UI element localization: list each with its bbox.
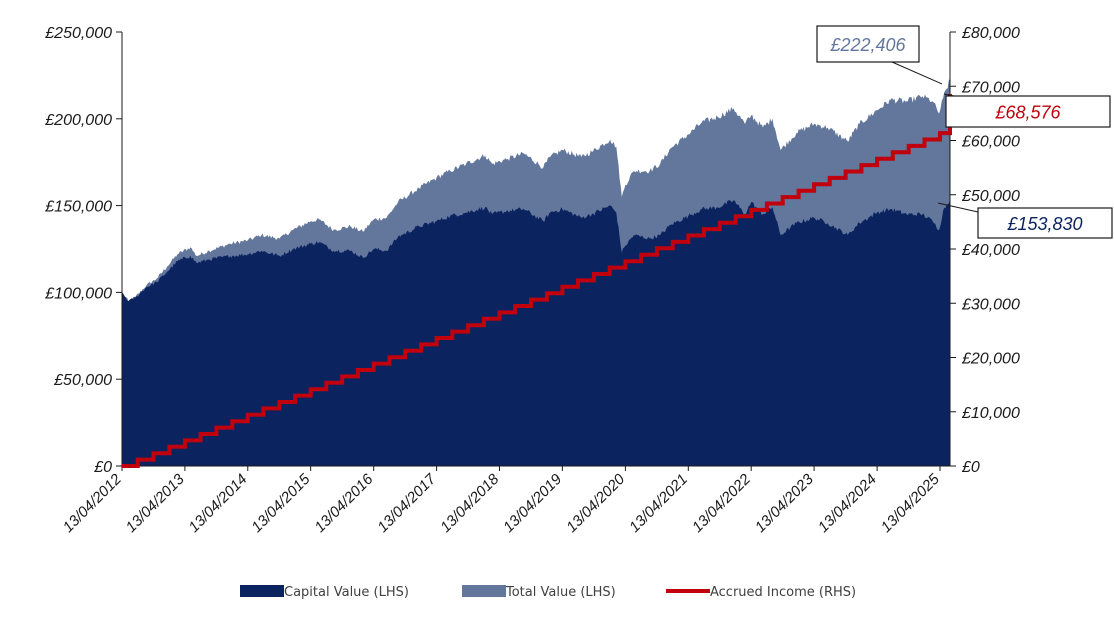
left-tick-label: £100,000	[44, 285, 112, 302]
right-tick-label: £60,000	[961, 134, 1020, 151]
right-tick-label: £70,000	[961, 79, 1020, 96]
right-tick-label: £80,000	[961, 25, 1020, 42]
legend-swatch	[462, 585, 506, 597]
area-layer	[122, 79, 950, 466]
x-tick-label: 13/04/2012	[60, 470, 126, 536]
x-tick-label: 13/04/2018	[437, 470, 503, 536]
x-tick-label: 13/04/2015	[248, 470, 314, 536]
callout-leader	[891, 61, 943, 85]
x-tick-label: 13/04/2025	[878, 470, 944, 536]
line-layer	[122, 94, 952, 468]
x-tick-label: 13/04/2017	[374, 470, 440, 536]
left-tick-label: £200,000	[44, 112, 112, 129]
right-tick-label: £30,000	[961, 296, 1020, 313]
x-tick-label: 13/04/2021	[626, 471, 691, 536]
x-tick-label: 13/04/2023	[752, 470, 818, 536]
legend-label: Total Value (LHS)	[505, 585, 616, 600]
legend-label: Capital Value (LHS)	[284, 585, 409, 600]
capital-value-area	[122, 199, 950, 466]
legend-swatch	[240, 585, 284, 597]
left-tick-label: £150,000	[44, 199, 112, 216]
x-tick-label: 13/04/2024	[815, 471, 880, 536]
legend: Capital Value (LHS) Total Value (LHS) Accr…	[240, 585, 856, 600]
callout-leader	[937, 202, 979, 213]
accrued-income-line	[122, 94, 952, 468]
right-tick-label: £10,000	[961, 405, 1020, 422]
x-tick-label: 13/04/2019	[500, 470, 566, 536]
x-tick-label: 13/04/2022	[689, 470, 755, 536]
x-tick-label: 13/04/2016	[311, 470, 377, 536]
x-tick-label: 13/04/2020	[563, 470, 629, 536]
callout-label: £222,406	[829, 35, 906, 55]
right-tick-label: £50,000	[961, 188, 1020, 205]
right-tick-label: £20,000	[961, 351, 1020, 368]
callout-box	[945, 95, 1111, 128]
x-tick-label: 13/04/2013	[123, 470, 189, 536]
left-tick-label: £250,000	[44, 25, 112, 42]
left-tick-label: £50,000	[53, 372, 112, 389]
left-tick-label: £0	[93, 459, 112, 476]
callout-box	[977, 207, 1113, 239]
callout-label: £153,830	[1006, 214, 1082, 234]
callout-label: £68,576	[994, 103, 1061, 123]
callout-box	[816, 25, 920, 63]
legend-label: Accrued Income (RHS)	[710, 585, 856, 600]
x-tick-label: 13/04/2014	[185, 471, 250, 536]
right-tick-label: £0	[961, 459, 980, 476]
right-tick-label: £40,000	[961, 242, 1020, 259]
callout-layer: £222,406 £68,576 £153,830	[816, 25, 1113, 239]
